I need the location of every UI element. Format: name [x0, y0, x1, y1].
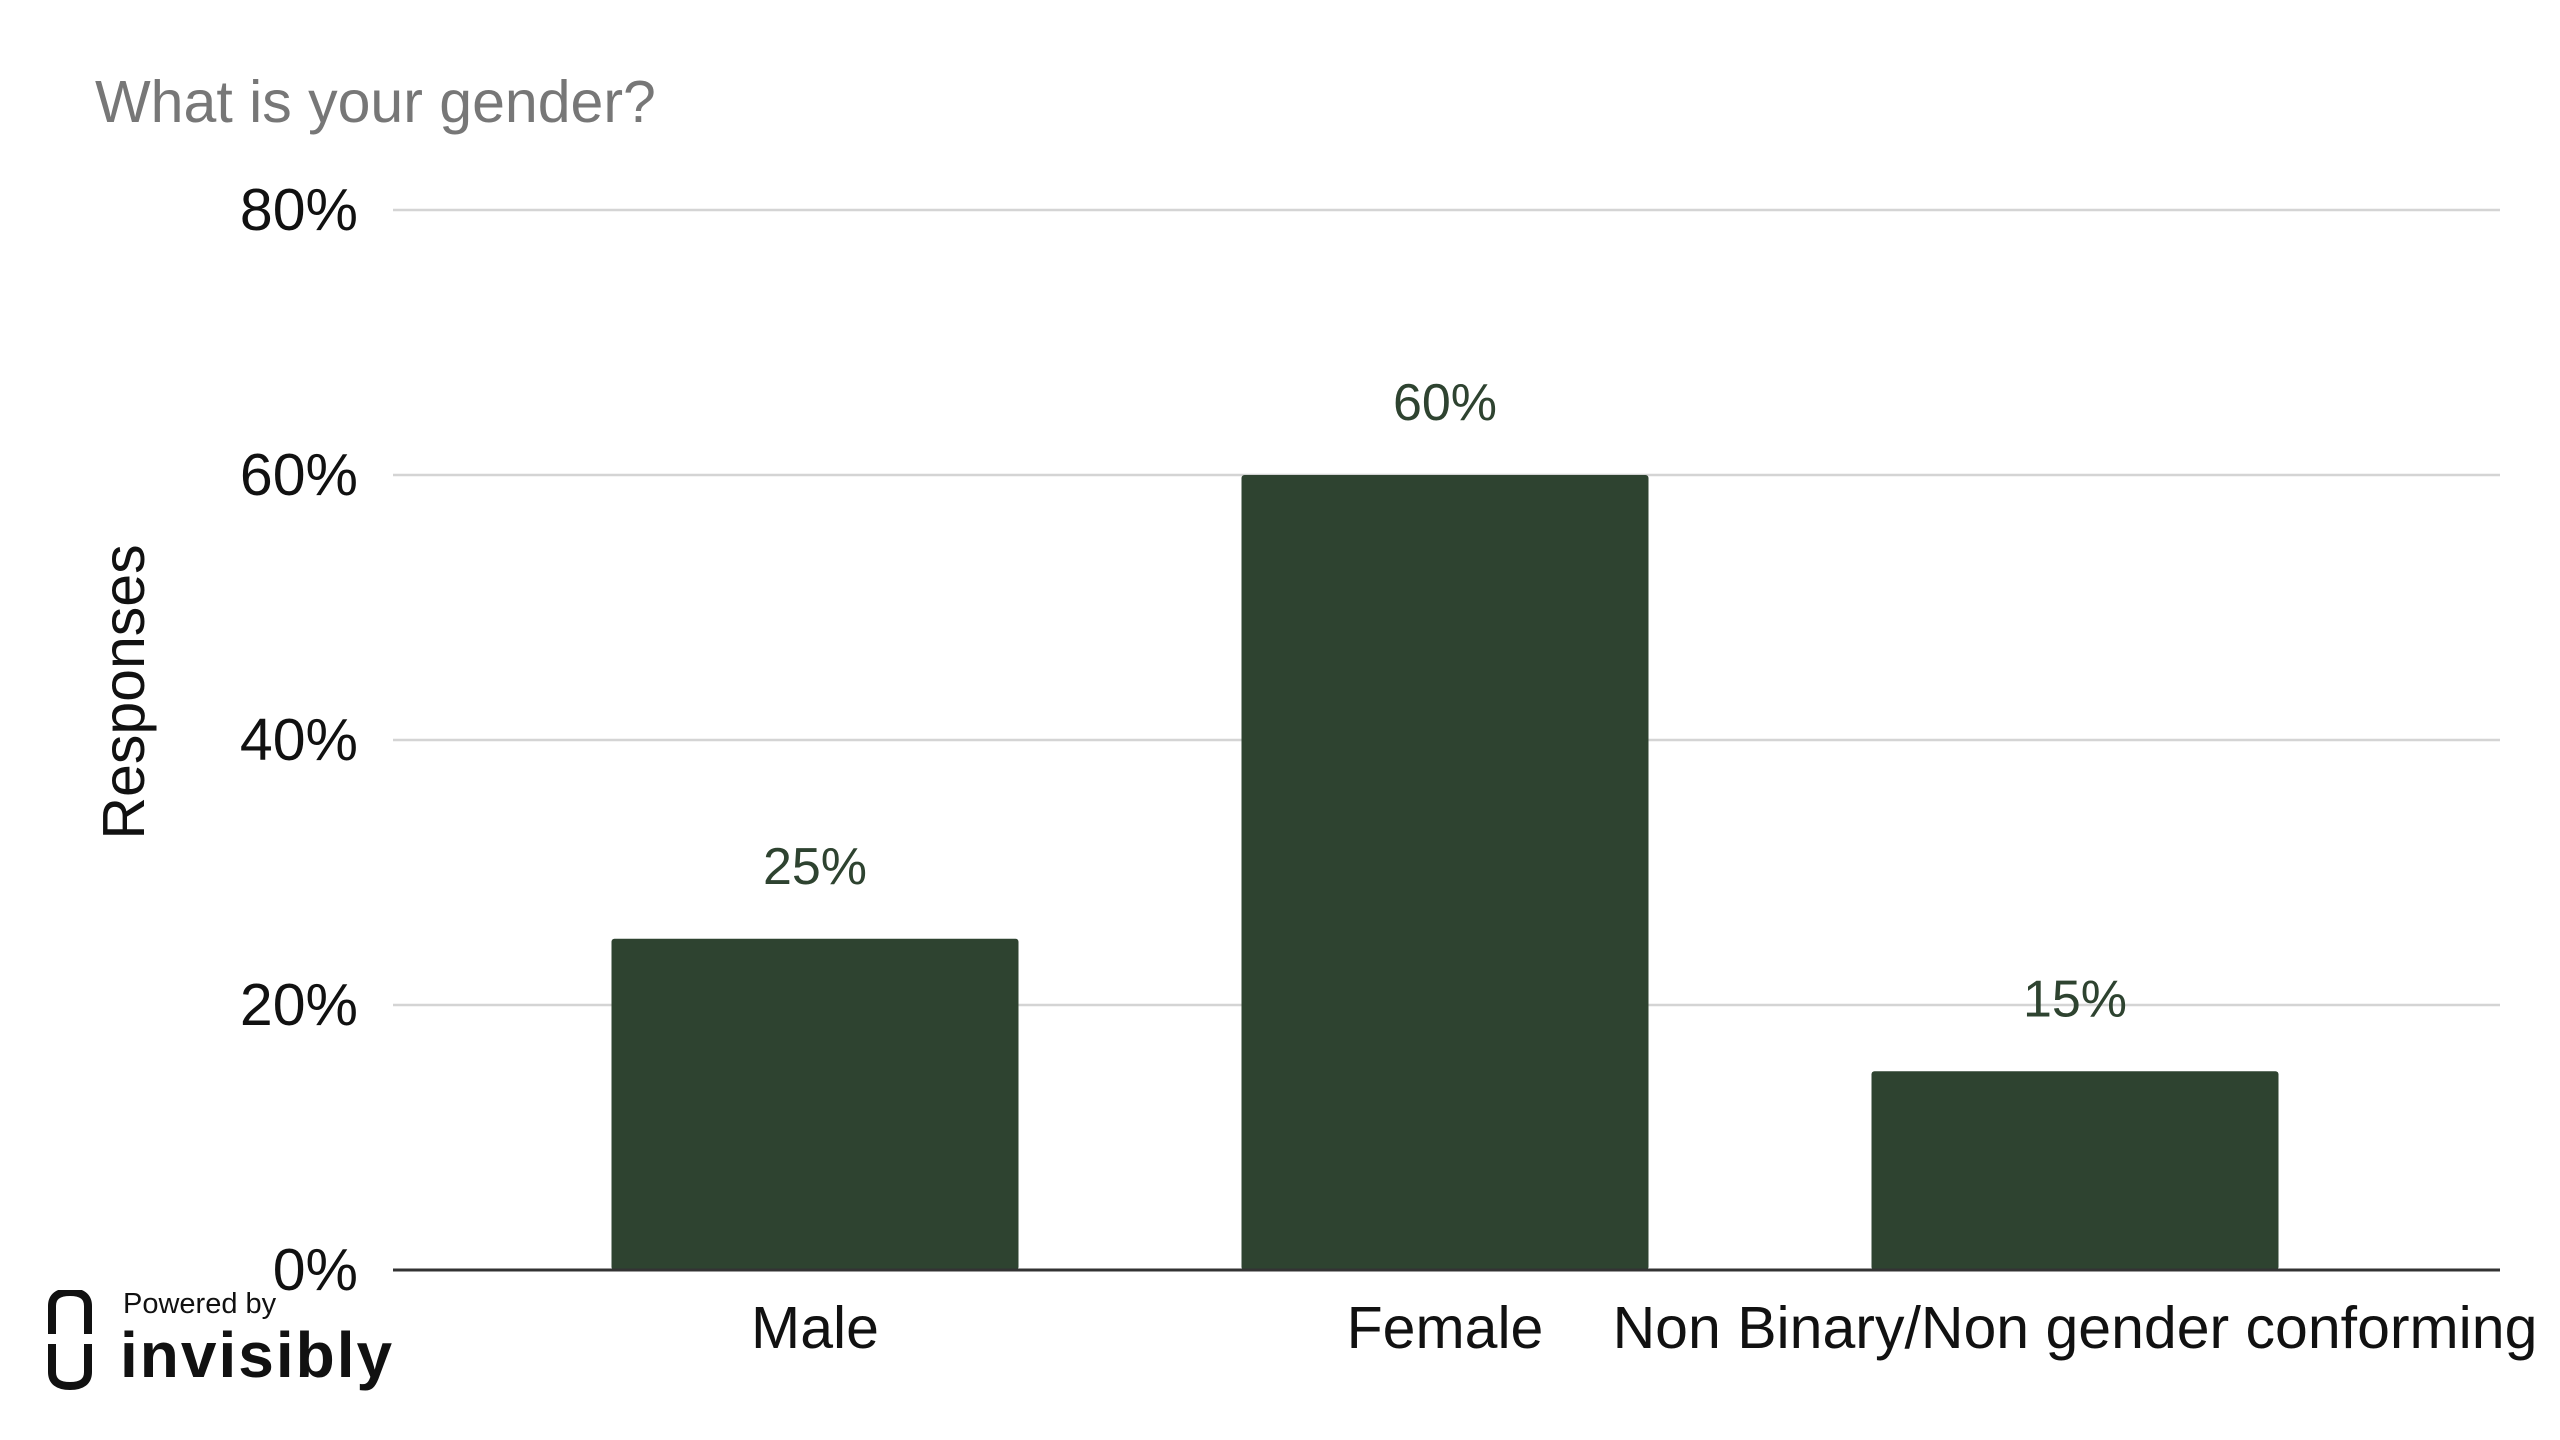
- y-tick-label: 40%: [240, 707, 358, 773]
- x-tick-label: Non Binary/Non gender conforming: [1613, 1295, 2538, 1361]
- y-axis-ticks: 0% 20% 40% 60% 80%: [240, 177, 358, 1303]
- data-label: 60%: [1393, 374, 1497, 432]
- bars: [611, 475, 2279, 1270]
- data-labels: 25% 60% 15%: [763, 374, 2127, 1028]
- brand-name: invisibly: [120, 1319, 395, 1391]
- y-tick-label: 60%: [240, 442, 358, 508]
- bar: [611, 938, 1019, 1270]
- x-axis-ticks: Male Female Non Binary/Non gender conformi…: [751, 1295, 2537, 1361]
- powered-by-logo: Powered by invisibly: [48, 1288, 392, 1391]
- x-tick-label: Male: [751, 1295, 879, 1361]
- invisibly-logo-icon: [48, 1290, 92, 1390]
- powered-by-text: Powered by: [123, 1288, 277, 1320]
- bar: [1871, 1071, 2279, 1270]
- y-axis-label: Responses: [91, 544, 157, 839]
- data-label: 25%: [763, 838, 867, 896]
- y-tick-label: 20%: [240, 972, 358, 1038]
- data-label: 15%: [2023, 970, 2127, 1028]
- y-tick-label: 0%: [273, 1237, 358, 1303]
- y-tick-label: 80%: [240, 177, 358, 243]
- chart-title: What is your gender?: [95, 69, 656, 135]
- bar: [1241, 475, 1649, 1270]
- x-tick-label: Female: [1347, 1295, 1544, 1361]
